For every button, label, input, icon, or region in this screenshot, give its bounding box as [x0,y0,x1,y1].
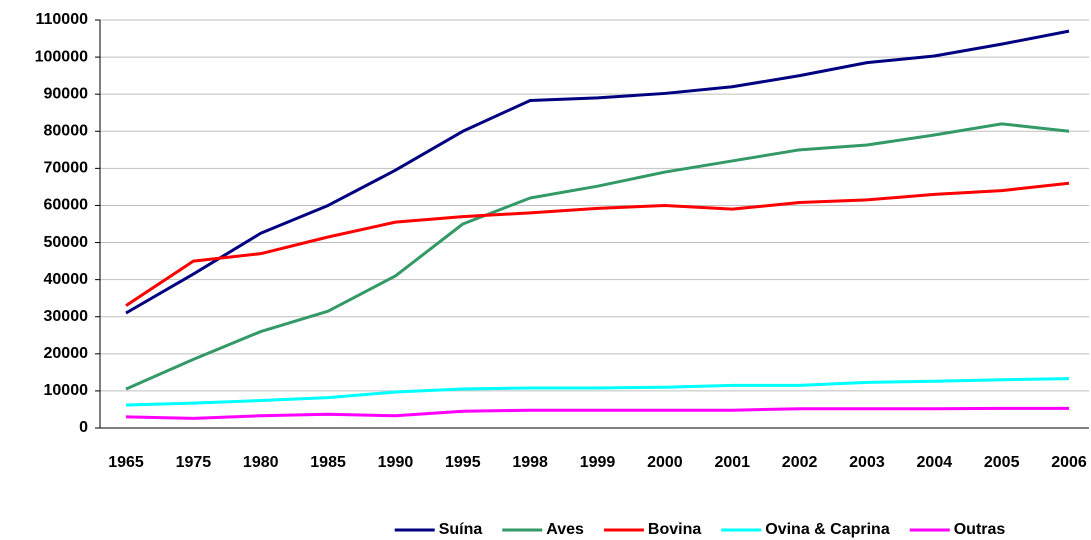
x-tick-label: 1999 [580,454,616,471]
x-tick-label: 1990 [378,454,414,471]
y-tick-label: 0 [79,419,88,436]
y-tick-label: 20000 [44,345,89,362]
y-tick-label: 10000 [44,382,89,399]
series-line [125,181,1070,307]
x-tick-label: 2006 [1051,454,1087,471]
y-tick-label: 40000 [44,271,89,288]
y-tick-label: 90000 [44,85,89,102]
series-line [125,122,1070,391]
y-tick-label: 70000 [44,160,89,177]
series-line [125,377,1070,407]
x-tick-label: 2005 [984,454,1020,471]
x-tick-label: 1995 [445,454,481,471]
legend-label: Aves [546,521,584,538]
series-line [125,406,1070,420]
x-tick-label: 2001 [714,454,750,471]
x-tick-label: 2000 [647,454,683,471]
x-tick-label: 1965 [108,454,144,471]
y-tick-label: 80000 [44,122,89,139]
y-tick-label: 50000 [44,234,89,251]
x-tick-label: 2003 [849,454,885,471]
y-tick-label: 110000 [35,11,88,28]
y-tick-label: 30000 [44,308,89,325]
legend-label: Bovina [648,521,701,538]
y-tick-label: 100000 [35,48,88,65]
x-tick-label: 1980 [243,454,279,471]
x-tick-label: 1975 [176,454,212,471]
x-tick-label: 1998 [512,454,548,471]
legend-label: Outras [954,521,1006,538]
x-tick-label: 2002 [782,454,818,471]
x-tick-label: 1985 [310,454,346,471]
x-tick-label: 2004 [917,454,953,471]
series-line [125,29,1070,315]
legend-label: Ovina & Caprina [765,521,890,538]
legend-label: Suína [439,521,483,538]
y-tick-label: 60000 [44,197,89,214]
